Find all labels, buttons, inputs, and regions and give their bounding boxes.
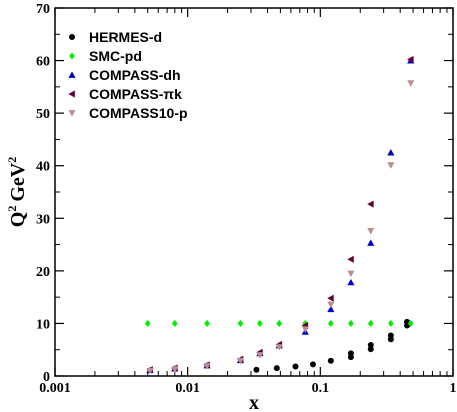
y-tick-label: 30	[36, 212, 50, 227]
data-point	[146, 367, 154, 375]
x-axis-title: x	[249, 392, 259, 412]
data-point	[236, 357, 245, 365]
x-tick-label: 0.001	[39, 381, 71, 396]
data-point	[367, 346, 374, 353]
y-axis-title-q: Q	[7, 212, 29, 228]
data-point	[327, 305, 335, 313]
data-point	[273, 365, 280, 372]
data-point	[387, 332, 394, 339]
x-tick-label: 0.1	[312, 381, 330, 396]
y-axis-title: Q2GeV2	[5, 157, 29, 227]
y-axis-title-q-exponent: 2	[5, 206, 19, 212]
data-point	[203, 363, 211, 370]
legend-item: SMC-pd	[69, 48, 142, 64]
series-4	[146, 80, 415, 375]
y-tick-label: 20	[36, 265, 50, 280]
data-point	[171, 319, 178, 328]
data-point	[256, 319, 263, 328]
data-points	[144, 55, 415, 375]
data-point	[407, 80, 415, 87]
data-point	[367, 200, 374, 208]
data-point	[407, 55, 414, 64]
legend-marker	[68, 90, 75, 98]
legend-label: COMPASS10-p	[89, 105, 188, 121]
legend-item: HERMES-d	[69, 29, 162, 45]
y-tick-label: 70	[36, 2, 50, 17]
x-tick-label: 1	[450, 381, 457, 396]
data-point	[301, 326, 309, 333]
data-point	[387, 148, 395, 156]
data-point	[367, 239, 375, 246]
legend-label: COMPASS-πk	[89, 86, 182, 102]
legend-label: COMPASS-dh	[89, 67, 181, 83]
data-point	[367, 319, 374, 328]
y-axis-title-unit-exponent: 2	[5, 157, 19, 163]
y-tick-label: 60	[36, 55, 50, 70]
legend-item: COMPASS-πk	[68, 86, 182, 102]
data-point	[367, 341, 374, 348]
data-point	[204, 319, 210, 328]
data-point	[347, 255, 354, 263]
data-point	[387, 162, 395, 169]
data-point	[292, 363, 299, 370]
data-point	[327, 319, 334, 328]
data-point	[327, 294, 334, 302]
data-point	[237, 319, 244, 328]
data-point	[256, 352, 264, 359]
data-point	[144, 319, 151, 328]
legend-label: SMC-pd	[89, 48, 142, 64]
data-point	[275, 344, 283, 351]
y-axis-title-unit: GeV	[7, 162, 29, 201]
series-1	[144, 319, 414, 328]
data-point	[253, 366, 260, 373]
data-point	[367, 228, 375, 235]
legend: HERMES-d SMC-pd COMPASS-dh COMPASS-πk COMPAS…	[68, 29, 188, 121]
axis-ticks	[54, 7, 454, 377]
data-point	[347, 350, 354, 357]
data-point	[276, 319, 283, 328]
data-point	[387, 319, 394, 328]
data-point	[327, 357, 334, 364]
data-point	[407, 319, 414, 328]
legend-item: COMPASS10-p	[68, 105, 188, 121]
series-0	[253, 318, 410, 373]
y-tick-label: 0	[43, 370, 50, 385]
legend-label: HERMES-d	[89, 29, 162, 45]
data-point	[327, 301, 335, 309]
legend-item: COMPASS-dh	[68, 67, 181, 83]
y-tick-label: 40	[36, 160, 50, 175]
data-point	[347, 270, 355, 278]
y-tick-label: 10	[36, 317, 50, 332]
y-tick-label: 50	[36, 107, 50, 122]
data-point	[171, 366, 179, 373]
legend-marker	[68, 110, 76, 117]
data-point	[348, 319, 354, 328]
data-point	[302, 319, 309, 328]
legend-marker	[68, 71, 76, 78]
x-tick-label: 0.01	[175, 381, 200, 396]
legend-marker	[69, 52, 75, 60]
legend-marker	[69, 34, 75, 40]
data-point	[309, 361, 316, 368]
data-point	[347, 278, 355, 286]
